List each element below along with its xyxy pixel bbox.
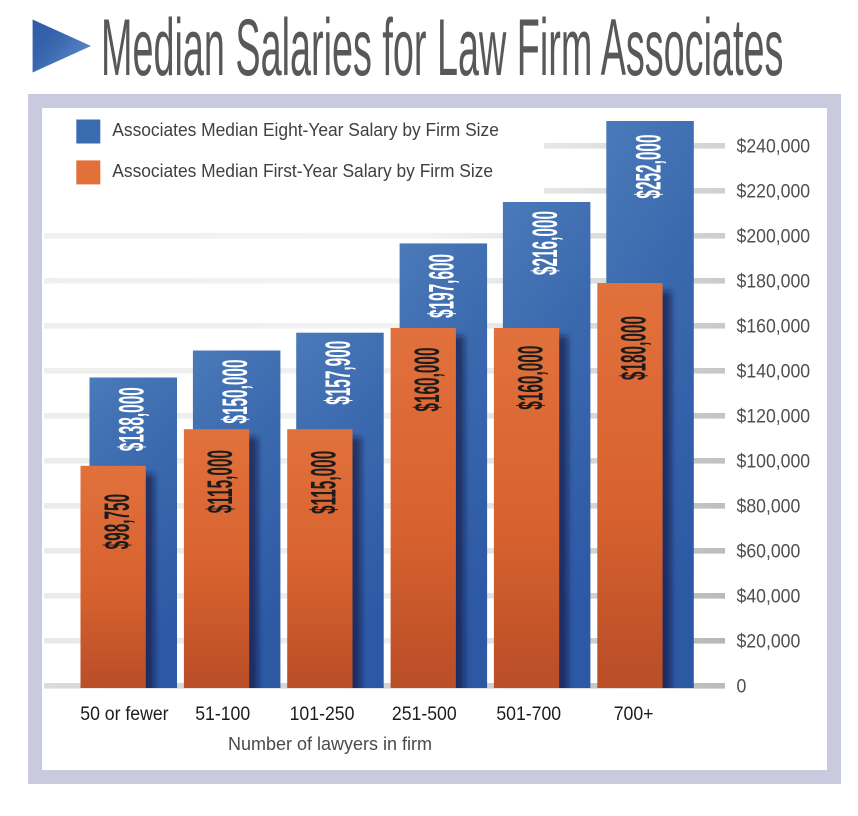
svg-text:$220,000: $220,000 [737, 180, 811, 202]
svg-text:$150,000: $150,000 [214, 360, 254, 424]
svg-text:$160,000: $160,000 [510, 346, 550, 410]
svg-text:251-500: 251-500 [392, 702, 457, 724]
svg-text:$115,000: $115,000 [200, 450, 240, 513]
svg-text:$157,900: $157,900 [318, 341, 358, 405]
svg-text:51-100: 51-100 [195, 702, 250, 724]
svg-text:Associates Median Eight-Year S: Associates Median Eight-Year Salary by F… [112, 120, 499, 141]
svg-text:101-250: 101-250 [290, 702, 355, 724]
svg-text:$180,000: $180,000 [613, 316, 653, 380]
svg-text:Median Salaries for Law Firm A: Median Salaries for Law Firm Associates [101, 3, 783, 93]
svg-text:$40,000: $40,000 [737, 585, 801, 607]
svg-text:$115,000: $115,000 [303, 451, 343, 514]
svg-text:$80,000: $80,000 [737, 495, 801, 517]
svg-text:700+: 700+ [614, 702, 654, 724]
svg-text:$20,000: $20,000 [737, 630, 801, 652]
svg-text:50 or fewer: 50 or fewer [80, 702, 168, 724]
svg-text:$200,000: $200,000 [737, 225, 811, 247]
svg-text:Number of lawyers in firm: Number of lawyers in firm [228, 734, 432, 754]
svg-text:$138,000: $138,000 [111, 387, 151, 451]
svg-text:$140,000: $140,000 [737, 360, 811, 382]
svg-text:Associates Median First-Year S: Associates Median First-Year Salary by F… [112, 160, 493, 181]
svg-text:$197,600: $197,600 [421, 254, 461, 318]
svg-text:$160,000: $160,000 [406, 348, 446, 412]
svg-text:$180,000: $180,000 [737, 270, 811, 292]
svg-text:$240,000: $240,000 [737, 135, 811, 157]
svg-text:$160,000: $160,000 [737, 315, 811, 337]
svg-text:501-700: 501-700 [496, 702, 561, 724]
svg-text:$216,000: $216,000 [524, 211, 564, 275]
svg-text:$252,000: $252,000 [628, 135, 668, 199]
svg-text:0: 0 [737, 675, 747, 697]
svg-text:$98,750: $98,750 [96, 494, 136, 550]
svg-text:$60,000: $60,000 [737, 540, 801, 562]
svg-text:$120,000: $120,000 [737, 405, 811, 427]
svg-text:$100,000: $100,000 [737, 450, 811, 472]
